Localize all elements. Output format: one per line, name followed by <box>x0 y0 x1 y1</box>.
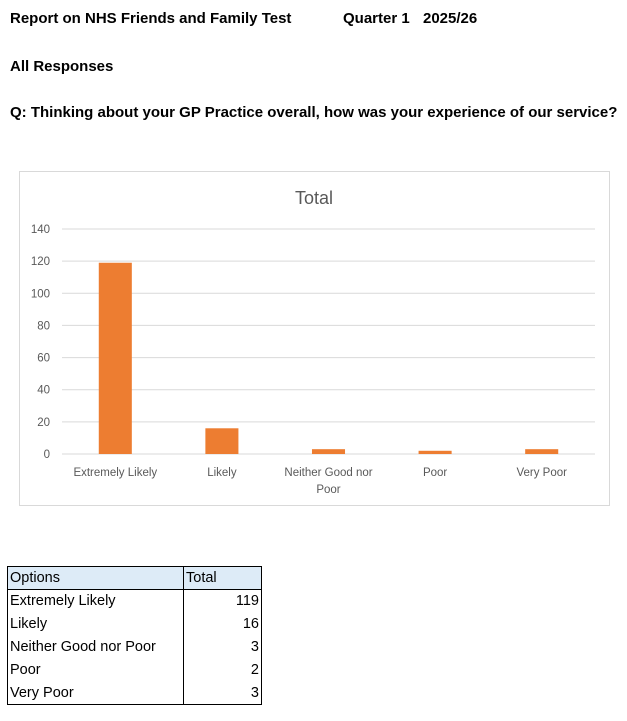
survey-question: Q: Thinking about your GP Practice overa… <box>10 104 618 121</box>
option-cell: Very Poor <box>7 681 184 705</box>
column-header-total: Total <box>183 566 262 590</box>
chart-title: Total <box>295 188 333 208</box>
table-row: Likely 16 <box>7 612 262 636</box>
x-category-label: Neither Good nor Poor <box>284 467 372 496</box>
y-tick-label: 140 <box>31 224 50 236</box>
table-row: Very Poor 3 <box>7 681 262 705</box>
y-tick-label: 20 <box>37 417 50 429</box>
y-tick-label: 100 <box>31 288 50 300</box>
option-cell: Neither Good nor Poor <box>7 635 184 659</box>
data-table: Options Total Extremely Likely 119 Likel… <box>7 566 262 705</box>
chart-canvas: Total 0 20 40 60 80 100 120 140 Extremely Likel… <box>31 188 595 496</box>
bar-neither-good-nor-poor <box>311 449 346 454</box>
report-title: Report on NHS Friends and Family Test <box>10 10 292 27</box>
x-category-label: Very Poor <box>516 467 567 479</box>
option-cell: Extremely Likely <box>7 589 184 613</box>
table-header-row: Options Total <box>7 566 262 590</box>
total-cell: 3 <box>183 635 262 659</box>
x-category-label: Extremely Likely <box>73 467 157 479</box>
y-tick-label: 0 <box>44 449 50 461</box>
column-header-options: Options <box>7 566 184 590</box>
option-cell: Poor <box>7 658 184 682</box>
bar-very-poor <box>525 449 559 454</box>
year-label: 2025/26 <box>423 10 478 27</box>
table-row: Poor 2 <box>7 658 262 682</box>
option-cell: Likely <box>7 612 184 636</box>
total-cell: 16 <box>183 612 262 636</box>
y-tick-label: 60 <box>37 353 50 365</box>
total-cell: 2 <box>183 658 262 682</box>
table-row: Neither Good nor Poor 3 <box>7 635 262 659</box>
bar-chart: Total 0 20 40 60 80 100 120 140 Extremely Likel… <box>19 171 610 506</box>
bar-poor <box>418 450 452 454</box>
quarter-label: Quarter 1 <box>343 10 410 27</box>
bar-extremely-likely <box>98 262 132 454</box>
bar-likely <box>205 428 239 454</box>
total-cell: 119 <box>183 589 262 613</box>
total-cell: 3 <box>183 681 262 705</box>
x-category-label: Poor <box>423 467 447 479</box>
y-tick-label: 120 <box>31 256 50 268</box>
x-category-label: Likely <box>207 467 237 479</box>
responses-subtitle: All Responses <box>10 58 114 75</box>
y-tick-label: 80 <box>37 320 50 332</box>
table-row: Extremely Likely 119 <box>7 589 262 613</box>
y-tick-label: 40 <box>37 385 50 397</box>
